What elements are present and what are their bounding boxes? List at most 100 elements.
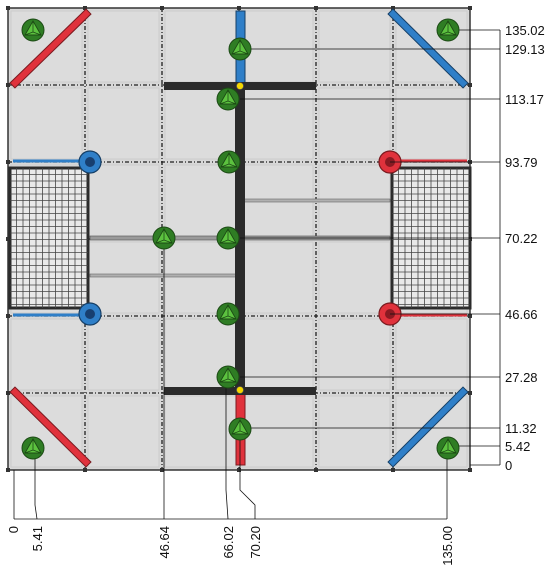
marker-facet [231, 420, 249, 435]
field-tile [241, 241, 314, 314]
goal-net [8, 166, 90, 310]
green-marker [216, 365, 240, 389]
field-tile [318, 241, 391, 314]
seam-tick [6, 391, 10, 395]
seam-tick [83, 6, 87, 10]
field-tile [87, 10, 160, 83]
field-tile [395, 318, 468, 391]
dim-right-70-22: 70.22 [505, 231, 538, 246]
field-tile [241, 87, 314, 160]
field-tile [395, 87, 468, 160]
seam-tick [314, 6, 318, 10]
seam-tick [468, 6, 472, 10]
field-tile [395, 395, 468, 468]
red-diagonal-top-left-fill [10, 9, 91, 88]
rail-right-high [239, 198, 391, 203]
yellow-dot-top [236, 82, 244, 90]
marker-facet [220, 153, 238, 168]
center-structure [164, 82, 316, 395]
field-tile [87, 164, 160, 237]
blue-diagonal-top-right-fill [388, 9, 468, 88]
bottom-dimension-labels: 0 5.41 46.64 66.02 70.20 135.00 [6, 526, 455, 566]
field-tile [87, 395, 160, 468]
seam-tick [6, 237, 10, 241]
green-marker [436, 436, 460, 460]
marker-facet [24, 439, 42, 454]
field-tile [164, 10, 237, 83]
green-marker [217, 150, 241, 174]
seam-tick [6, 6, 10, 10]
green-marker [436, 18, 460, 42]
field-tile [318, 10, 391, 83]
seam-tick [6, 83, 10, 87]
marker-facet [24, 21, 42, 36]
yellow-dot-bottom [236, 386, 244, 394]
seam-tick [391, 6, 395, 10]
marker-facet [439, 439, 457, 454]
dim-bottom-5-41: 5.41 [30, 526, 45, 551]
marker-facet [439, 21, 457, 36]
dim-right-135-02: 135.02 [505, 23, 545, 38]
leader-bottom-66-02 [225, 378, 229, 520]
field-tile [87, 318, 160, 391]
blue-post-top-inner [85, 157, 95, 167]
field-tile [10, 87, 83, 160]
field-tile [164, 395, 237, 468]
field-tile [10, 395, 83, 468]
seam-tick [391, 468, 395, 472]
field-tile [318, 395, 391, 468]
beam-vertical [235, 84, 245, 391]
dim-right-93-79: 93.79 [505, 155, 538, 170]
tape-lines [9, 8, 469, 468]
seam-tick [6, 160, 10, 164]
field-tile [87, 241, 160, 314]
green-marker [216, 87, 240, 111]
seam-tick [6, 468, 10, 472]
green-markers [21, 18, 460, 460]
seam-tick [468, 391, 472, 395]
marker-facet [219, 90, 237, 105]
seam-tick [237, 6, 241, 10]
marker-facet [219, 305, 237, 320]
seam-tick [83, 468, 87, 472]
dim-right-113-17: 113.17 [505, 92, 544, 107]
marker-facet [219, 368, 237, 383]
field-tiles [10, 10, 468, 468]
dim-right-46-66: 46.66 [505, 307, 538, 322]
green-marker [152, 226, 176, 250]
seam-tick [160, 6, 164, 10]
dim-bottom-0: 0 [6, 526, 21, 533]
leader-lines [13, 29, 501, 520]
rail-left-low [89, 273, 241, 278]
dim-right-27-28: 27.28 [505, 370, 538, 385]
right-dimension-labels: 135.02 129.13 113.17 93.79 70.22 46.66 2… [505, 23, 545, 473]
field-tile [318, 87, 391, 160]
field-tile [10, 318, 83, 391]
seam-tick [468, 468, 472, 472]
dim-bottom-46-64: 46.64 [157, 526, 172, 559]
field-tile [241, 318, 314, 391]
dim-right-5-42: 5.42 [505, 439, 530, 454]
seam-tick [468, 83, 472, 87]
dim-bottom-70-20: 70.20 [248, 526, 263, 559]
dim-right-129-13: 129.13 [505, 42, 545, 57]
field-tile [164, 241, 237, 314]
dim-bottom-135-00: 135.00 [440, 526, 455, 566]
field-tile [164, 164, 237, 237]
dim-right-0: 0 [505, 458, 512, 473]
leader-bottom-70-20 [239, 430, 256, 519]
marker-facet [231, 40, 249, 55]
green-marker [21, 18, 45, 42]
blue-post-bottom-inner [85, 309, 95, 319]
seam-tick [237, 468, 241, 472]
seam-tick [468, 314, 472, 318]
dim-right-11-32: 11.32 [505, 421, 537, 436]
red-diagonal-bottom-left-fill [10, 387, 91, 467]
seam-tick [6, 314, 10, 318]
green-marker [216, 302, 240, 326]
field-tile [318, 318, 391, 391]
seam-tick [314, 468, 318, 472]
green-marker [21, 436, 45, 460]
field-tile [241, 395, 314, 468]
